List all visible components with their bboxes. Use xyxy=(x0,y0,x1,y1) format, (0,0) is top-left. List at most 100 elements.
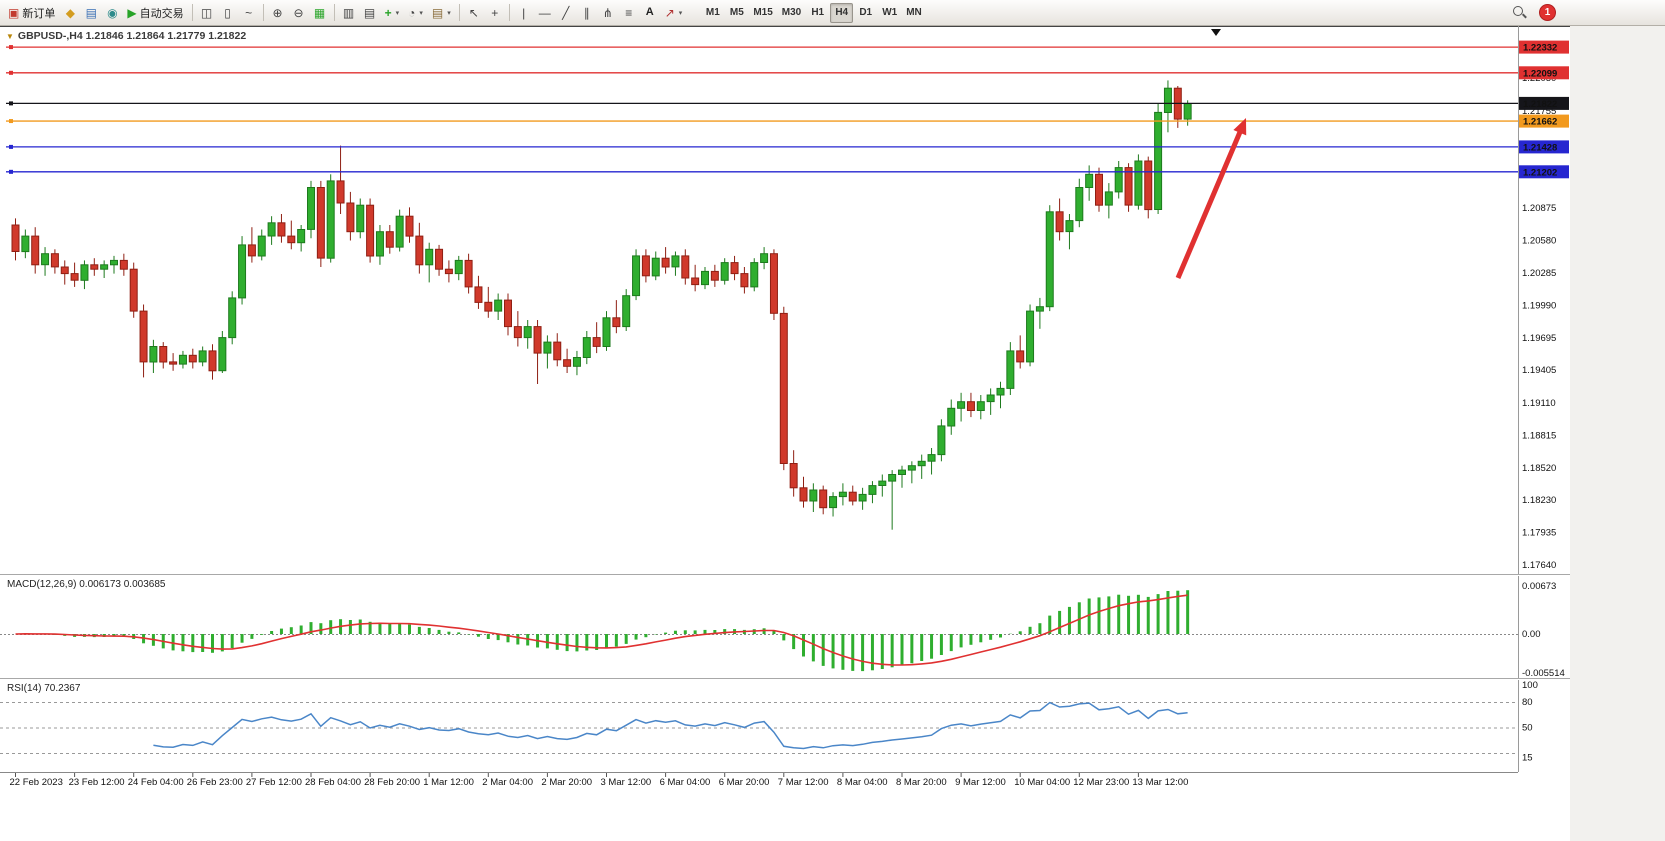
timeframe-h1-button[interactable]: H1 xyxy=(806,3,829,23)
timeframe-d1-button[interactable]: D1 xyxy=(854,3,877,23)
timeframe-w1-button[interactable]: W1 xyxy=(878,3,901,23)
price-label-box xyxy=(1519,40,1569,54)
time-axis-label: 12 Mar 23:00 xyxy=(1073,777,1129,788)
candlestick-icon: ▯ xyxy=(224,5,231,20)
line-chart-button[interactable]: ~ xyxy=(239,3,259,23)
toolbar-separator xyxy=(191,4,193,21)
horizontal-line-tool-button[interactable]: — xyxy=(535,3,555,23)
cursor-tool-button[interactable]: ↖ xyxy=(464,3,484,23)
candle xyxy=(464,259,473,288)
dropdown-arrow-icon: ▾ xyxy=(447,9,451,17)
timeframe-m30-button[interactable]: M30 xyxy=(778,3,805,23)
dropdown-arrow-icon: ▾ xyxy=(678,9,683,17)
candle xyxy=(1124,167,1133,206)
crosshair-tool-button[interactable]: + xyxy=(485,3,505,23)
pitchfork-icon: ⋔ xyxy=(602,5,613,20)
search-icon[interactable] xyxy=(1512,5,1527,20)
candle xyxy=(1035,306,1044,312)
candle xyxy=(504,299,512,328)
candle xyxy=(769,253,778,314)
level-line-handle[interactable] xyxy=(9,169,13,174)
toolbar: ▣ 新订单 ◆ ▤ ◉ ▶ 自动交易 ◫ ▯ ~ ⊕ ⊖ ▦ ▥ ▤ + ▾ ◔ ▾… xyxy=(0,0,1665,26)
candle xyxy=(247,244,256,257)
chart-window-icon: ▤ xyxy=(85,5,98,20)
level-line-handle[interactable] xyxy=(9,45,13,50)
timeframe-h4-button[interactable]: H4 xyxy=(830,2,854,23)
candle xyxy=(1144,160,1153,211)
level-line-handle[interactable] xyxy=(9,101,13,106)
candlestick-chart-button[interactable]: ▯ xyxy=(218,3,238,23)
pitchfork-tool-button[interactable]: ⋔ xyxy=(598,3,618,23)
arrows-tool-button[interactable]: ↗ ▾ xyxy=(661,3,687,23)
candle xyxy=(996,387,1005,396)
add-indicator-icon: + xyxy=(384,5,392,20)
toolbar-separator xyxy=(333,4,335,21)
candle xyxy=(671,255,680,268)
candle xyxy=(21,235,30,253)
timeframe-m5-button[interactable]: M5 xyxy=(725,3,748,23)
channel-tool-button[interactable]: ∥ xyxy=(577,3,597,23)
candle xyxy=(523,326,532,339)
level-line-handle[interactable] xyxy=(9,70,13,75)
market-button[interactable]: ◆ xyxy=(60,3,80,23)
community-button[interactable]: ◉ xyxy=(102,3,122,23)
candle xyxy=(612,317,621,328)
chart-canvas[interactable]: 1.220501.217551.208751.205801.202851.199… xyxy=(0,26,1570,841)
trendline-tool-button[interactable]: ╱ xyxy=(556,3,576,23)
candle xyxy=(375,231,384,257)
candle xyxy=(425,248,434,266)
notification-badge[interactable]: 1 xyxy=(1539,4,1556,21)
zoom-out-button[interactable]: ⊖ xyxy=(289,3,309,23)
time-axis-label: 23 Feb 12:00 xyxy=(69,777,125,788)
vertical-line-tool-button[interactable]: | xyxy=(514,3,534,23)
level-line-handle[interactable] xyxy=(9,119,13,124)
add-indicator-button[interactable]: + ▾ xyxy=(381,3,404,23)
candle xyxy=(50,253,59,268)
candle xyxy=(336,180,345,204)
candle xyxy=(484,301,493,312)
candle xyxy=(277,222,286,237)
template-button[interactable]: ▤ ▾ xyxy=(428,3,455,23)
price-label-box xyxy=(1519,140,1569,154)
bar-chart-button[interactable]: ◫ xyxy=(197,3,217,23)
chart-window-button[interactable]: ▤ xyxy=(81,3,101,23)
trend-arrow[interactable] xyxy=(1175,131,1243,279)
channel-icon: ∥ xyxy=(583,5,590,20)
time-axis-label: 27 Feb 12:00 xyxy=(246,777,302,788)
tile-windows-button[interactable]: ▥ xyxy=(339,3,359,23)
candle xyxy=(829,496,838,509)
bar-chart-icon: ◫ xyxy=(200,5,213,20)
zoom-in-button[interactable]: ⊕ xyxy=(268,3,288,23)
text-tool-button[interactable]: A xyxy=(640,3,660,23)
timeframe-m15-button[interactable]: M15 xyxy=(749,3,776,23)
candle xyxy=(90,264,99,270)
price-label-box xyxy=(1519,165,1569,179)
cascade-windows-button[interactable]: ▤ xyxy=(360,3,380,23)
candle xyxy=(1095,173,1103,206)
candle xyxy=(632,255,641,297)
candle xyxy=(907,465,916,471)
period-button[interactable]: ◔ ▾ xyxy=(404,3,427,23)
candle xyxy=(868,485,877,495)
candle xyxy=(661,257,670,268)
auto-trading-button[interactable]: ▶ 自动交易 xyxy=(123,3,187,23)
new-order-button[interactable]: ▣ 新订单 xyxy=(4,3,59,23)
candle xyxy=(1183,103,1192,120)
timeframe-mn-button[interactable]: MN xyxy=(902,3,926,23)
level-line-handle[interactable] xyxy=(9,144,13,149)
candle xyxy=(799,487,808,502)
macd-axis-label: 0.00673 xyxy=(1522,581,1556,592)
candle xyxy=(169,361,178,365)
trendline-icon: ╱ xyxy=(562,5,570,20)
price-label-box-text: 1.22099 xyxy=(1523,68,1557,79)
candle xyxy=(1045,211,1054,308)
price-tick-label: 1.20285 xyxy=(1522,268,1556,279)
grid-button[interactable]: ▦ xyxy=(310,3,330,23)
chart-shift-marker[interactable] xyxy=(1211,29,1221,36)
fibonacci-tool-button[interactable]: ≡ xyxy=(619,3,639,23)
trend-arrow-head[interactable] xyxy=(1233,118,1247,136)
candle xyxy=(228,297,237,339)
coin-icon: ◆ xyxy=(65,5,75,20)
timeframe-m1-button[interactable]: M1 xyxy=(701,3,724,23)
